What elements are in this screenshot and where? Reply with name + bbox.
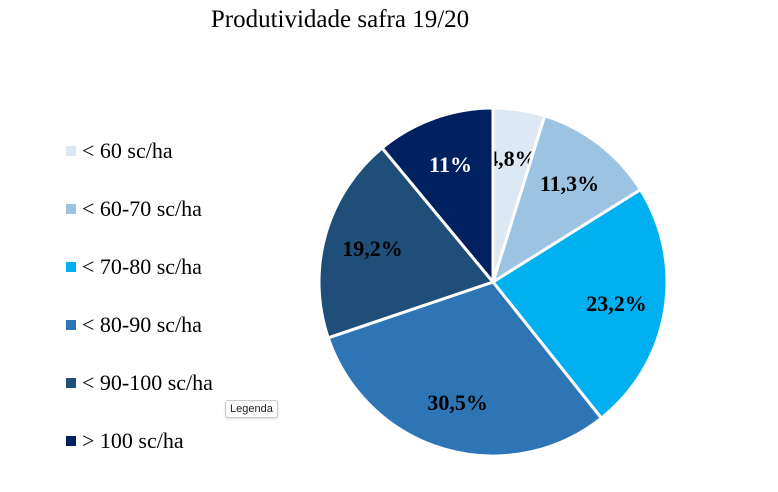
legend-item[interactable]: > 100 sc/ha <box>66 412 213 470</box>
legend[interactable]: < 60 sc/ha < 60-70 sc/ha < 70-80 sc/ha < 80… <box>66 122 213 470</box>
legend-label: > 100 sc/ha <box>82 428 184 453</box>
chart-title: Produtividade safra 19/20 <box>210 6 470 33</box>
legend-swatch <box>66 146 76 156</box>
pie-slice[interactable] <box>317 145 496 340</box>
legend-item[interactable]: < 60-70 sc/ha <box>66 180 213 238</box>
legend-label: < 60 sc/ha <box>82 138 173 163</box>
slice-data-label: 23,2% <box>586 291 647 316</box>
pie-slice[interactable] <box>326 280 604 458</box>
pie-slice[interactable] <box>379 106 495 287</box>
legend-label: < 90-100 sc/ha <box>82 370 213 395</box>
legend-label: < 80-90 sc/ha <box>82 312 202 337</box>
legend-item[interactable]: < 70-80 sc/ha <box>66 238 213 296</box>
legend-tooltip: Legenda <box>225 400 278 418</box>
legend-swatch <box>66 320 76 330</box>
pie-slice[interactable] <box>490 113 643 286</box>
legend-label: < 60-70 sc/ha <box>82 196 202 221</box>
slice-data-label: 30,5% <box>427 390 488 415</box>
legend-item[interactable]: < 80-90 sc/ha <box>66 296 213 354</box>
legend-swatch <box>66 378 76 388</box>
pie-slice[interactable] <box>490 187 669 421</box>
slice-data-label: 11,3% <box>540 171 599 196</box>
legend-swatch <box>66 262 76 272</box>
legend-swatch <box>66 436 76 446</box>
legend-label: < 70-80 sc/ha <box>82 254 202 279</box>
slice-data-label: 19,2% <box>342 236 403 261</box>
legend-item[interactable]: < 60 sc/ha <box>66 122 213 180</box>
legend-swatch <box>66 204 76 214</box>
slice-data-label: 11% <box>429 152 472 177</box>
legend-item[interactable]: < 90-100 sc/ha <box>66 354 213 412</box>
